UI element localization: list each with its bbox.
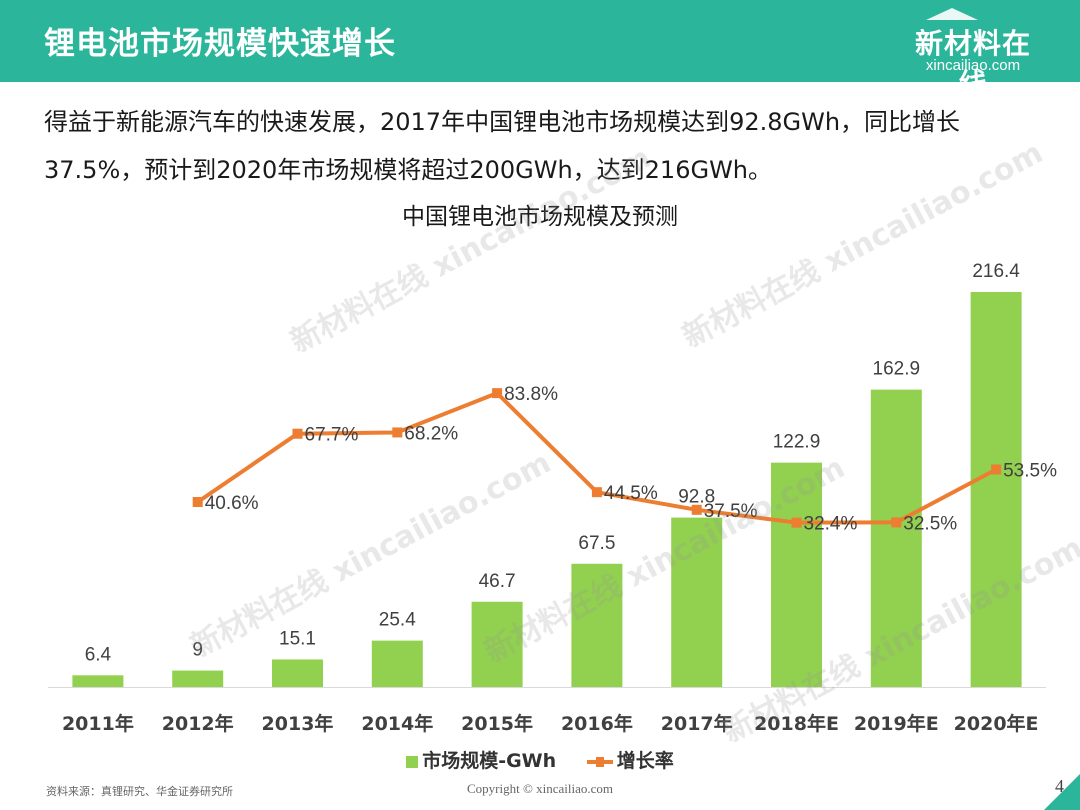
bar (72, 675, 124, 687)
line-point (991, 464, 1002, 475)
header-bar: 锂电池市场规模快速增长 新材料在线 xincailiao.com (0, 0, 1080, 100)
line-value-label: 37.5% (704, 501, 758, 522)
line-value-label: 32.5% (903, 513, 957, 534)
legend-swatch-line (586, 756, 613, 767)
x-tick-label: 2017年 (661, 712, 733, 735)
x-tick-label: 2015年 (461, 712, 533, 735)
house-icon (926, 8, 978, 20)
chart-legend: 市场规模-GWh 增长率 (0, 746, 1080, 773)
bar (571, 563, 623, 687)
bar-value-label: 92.8 (678, 487, 715, 508)
legend-label-line: 增长率 (616, 750, 674, 772)
legend-item-line: 增长率 (586, 746, 674, 773)
bar-value-label: 46.7 (479, 571, 516, 592)
line-value-label: 53.5% (1003, 460, 1057, 481)
description-text: 得益于新能源汽车的快速发展，2017年中国锂电池市场规模达到92.8GWh，同比… (44, 108, 961, 184)
source-note: 资料来源：真锂研究、华金证券研究所 (46, 785, 233, 798)
line-value-label: 83.8% (504, 384, 558, 405)
line-point (492, 388, 503, 399)
bar-value-label: 6.4 (85, 644, 112, 665)
bar-value-label: 216.4 (972, 261, 1020, 282)
bar (172, 670, 224, 687)
line-value-label: 67.7% (305, 425, 359, 446)
bar-value-label: 162.9 (873, 359, 921, 380)
logo-text-cn: 新材料在线 (914, 27, 1031, 100)
bar (771, 462, 822, 687)
x-tick-label: 2019年E (854, 712, 939, 735)
bar (371, 640, 423, 687)
line-point (192, 497, 203, 507)
bar (471, 601, 523, 687)
brand-logo[interactable]: 新材料在线 xincailiao.com (908, 8, 1038, 100)
bar (970, 291, 1022, 687)
x-tick-label: 2011年 (62, 712, 134, 735)
page-title: 锂电池市场规模快速增长 (44, 26, 396, 62)
line-point (691, 504, 702, 515)
x-tick-label: 2012年 (162, 712, 234, 735)
chart-title: 中国锂电池市场规模及预测 (402, 204, 678, 230)
corner-decoration (1044, 774, 1080, 810)
logo-text-en: xincailiao.com (925, 57, 1021, 74)
x-tick-label: 2013年 (262, 712, 334, 735)
bar (272, 659, 323, 687)
bar-value-label: 122.9 (773, 432, 821, 453)
line-value-label: 44.5% (604, 483, 658, 504)
bar-value-label: 9 (192, 640, 203, 661)
x-tick-label: 2016年 (561, 712, 633, 735)
copyright-text: Copyright © xincailiao.com (467, 781, 613, 796)
legend-swatch-bar (406, 755, 419, 768)
line-point (392, 427, 403, 438)
line-point (891, 517, 902, 528)
x-tick-label: 2020年E (954, 712, 1039, 735)
line-point (591, 487, 602, 498)
line-point (292, 428, 303, 439)
bar (870, 389, 922, 687)
line-value-label: 40.6% (205, 493, 259, 514)
bar-value-label: 15.1 (279, 628, 316, 649)
x-tick-label: 2018年E (754, 712, 839, 735)
legend-label-bar: 市场规模-GWh (422, 750, 557, 772)
line-point (791, 517, 802, 528)
bar (671, 517, 723, 687)
line-value-label: 68.2% (404, 423, 458, 444)
bar-value-label: 25.4 (379, 610, 416, 631)
line-value-label: 32.4% (804, 514, 858, 535)
bar-value-label: 67.5 (578, 533, 615, 554)
x-tick-label: 2014年 (361, 712, 433, 735)
legend-item-bar: 市场规模-GWh (406, 746, 556, 773)
